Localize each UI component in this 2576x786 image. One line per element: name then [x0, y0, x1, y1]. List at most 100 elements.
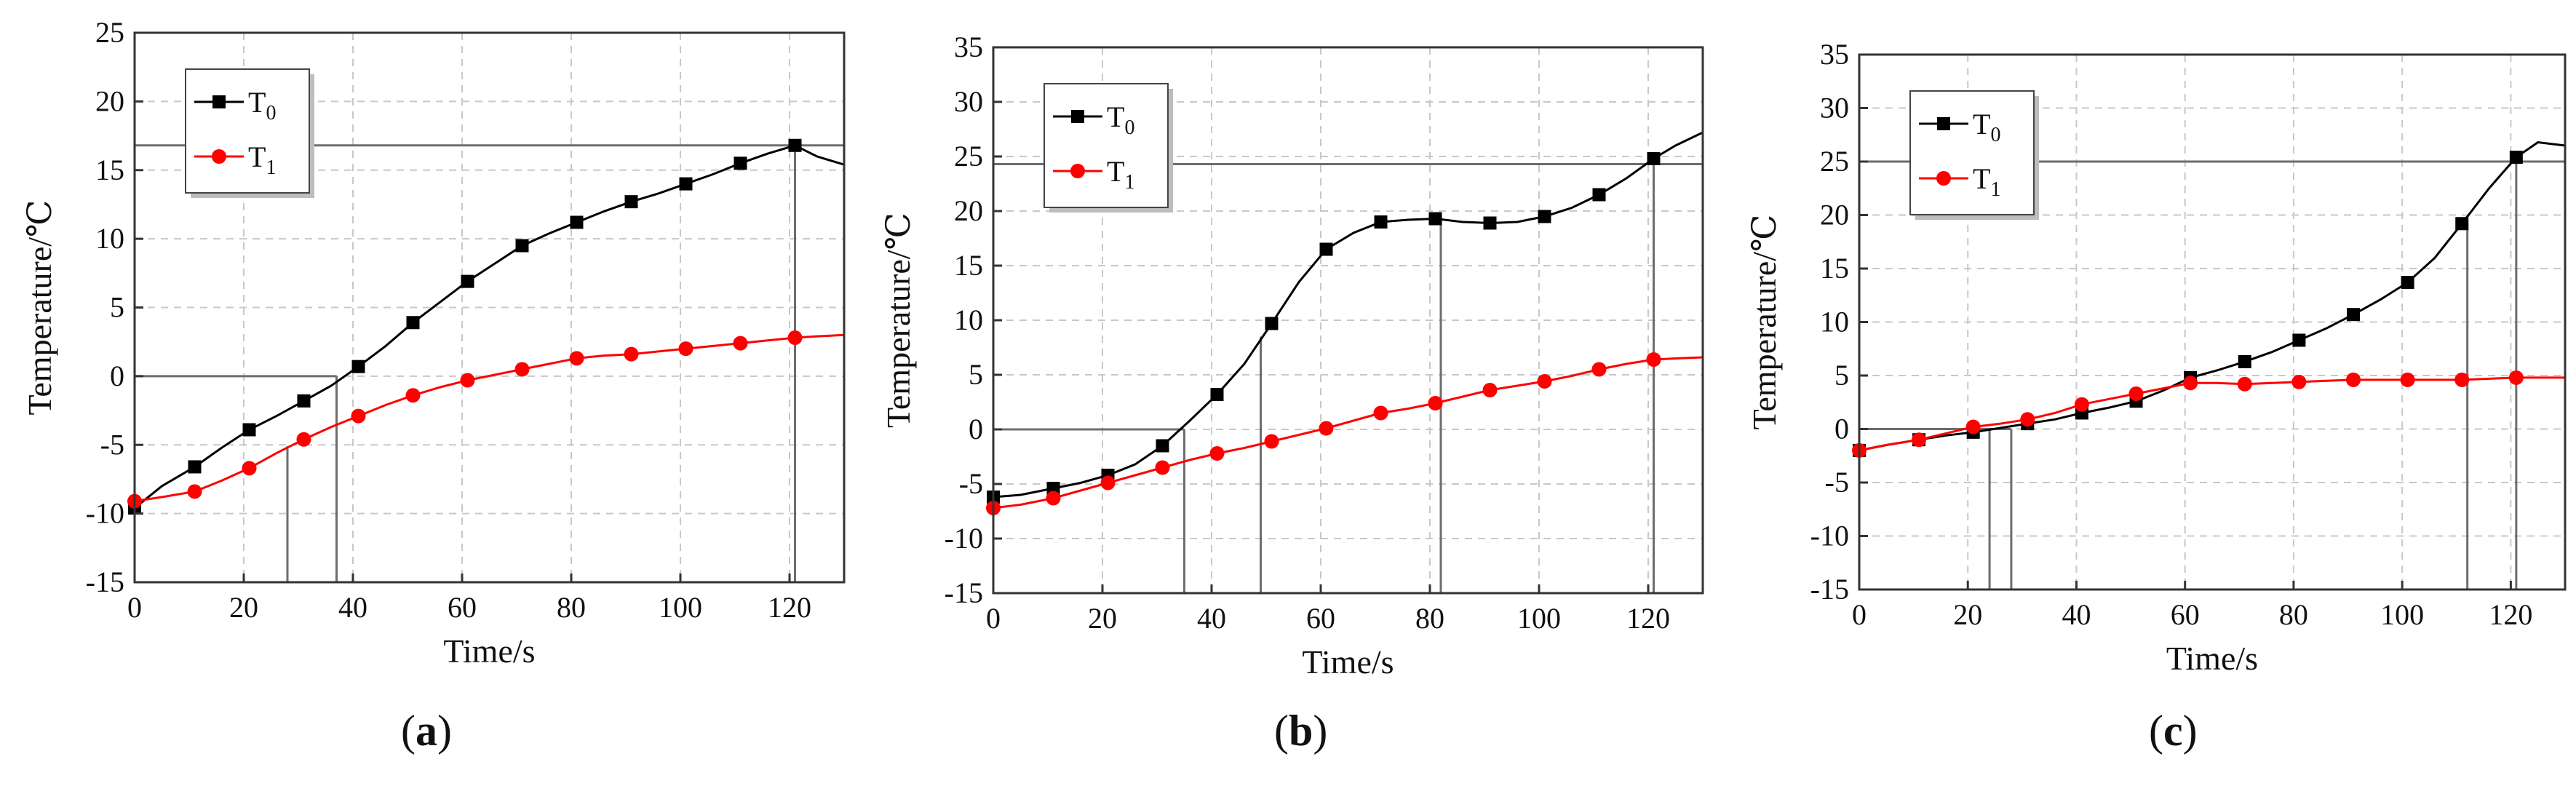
- x-tick-label: 40: [1197, 602, 1226, 635]
- y-tick-label: -10: [945, 522, 983, 555]
- x-tick-label: 80: [2279, 598, 2308, 631]
- data-point-t1: [187, 484, 202, 499]
- y-tick-label: -15: [945, 576, 983, 609]
- data-point-t0: [734, 156, 747, 170]
- data-point-t0: [570, 215, 584, 229]
- data-point-t0: [2455, 217, 2469, 231]
- data-point-t1: [733, 336, 748, 351]
- data-point-t1: [1373, 405, 1388, 421]
- panel-label-c: (c): [2149, 707, 2198, 755]
- y-tick-label: -15: [86, 565, 124, 598]
- data-point-t1: [1646, 352, 1661, 367]
- x-tick-label: 20: [229, 591, 258, 624]
- data-point-t0: [242, 423, 256, 437]
- x-tick-label: 120: [1626, 602, 1670, 635]
- data-point-t0: [351, 360, 365, 373]
- data-point-t1: [242, 461, 257, 476]
- series-line-t1: [134, 333, 845, 503]
- x-tick-label: 0: [986, 602, 1001, 635]
- y-tick-label: 15: [1820, 252, 1849, 285]
- y-tick-label: 0: [1834, 413, 1849, 445]
- legend-label-main: T: [1107, 100, 1124, 133]
- data-point-t0: [1647, 152, 1661, 165]
- data-point-t0: [1319, 242, 1333, 256]
- legend-label-t0: T0: [248, 86, 276, 124]
- y-tick-label: -5: [959, 467, 983, 500]
- data-point-t1: [1428, 396, 1443, 410]
- data-point-t1: [296, 432, 311, 447]
- legend-label-t1: T1: [1973, 162, 2000, 201]
- legend-label-subscript: 1: [1124, 171, 1134, 194]
- y-tick-label: 30: [954, 85, 983, 118]
- data-point-t0: [1265, 317, 1279, 330]
- x-axis-label: Time/s: [1302, 643, 1394, 680]
- data-point-t0: [2347, 308, 2360, 322]
- legend-marker-t1: [212, 149, 226, 164]
- y-tick-label: 5: [969, 358, 983, 391]
- y-tick-label: 20: [95, 84, 124, 117]
- data-point-t1: [2508, 370, 2524, 385]
- y-tick-label: 30: [1820, 92, 1849, 124]
- x-tick-label: 40: [338, 591, 367, 624]
- x-axis-label: Time/s: [443, 632, 535, 670]
- y-tick-label: 10: [1820, 306, 1849, 338]
- chart-panel-c: 0 20 40 60 80 100 120 -15 -10 -5 0 5 10 15 20 25 30 35 Tim…: [1717, 0, 2576, 699]
- legend-marker-t1: [1070, 164, 1085, 178]
- y-tick-label: 5: [110, 291, 124, 324]
- data-point-t0: [2292, 333, 2306, 347]
- x-tick-label: 120: [2489, 598, 2532, 631]
- data-point-t0: [515, 239, 529, 253]
- y-tick-label: 15: [95, 154, 124, 186]
- data-point-t1: [2291, 374, 2307, 389]
- data-point-t0: [679, 177, 693, 191]
- data-point-t0: [1592, 188, 1606, 202]
- legend: T0 T1: [1909, 90, 2039, 220]
- x-tick-label: 80: [557, 591, 586, 624]
- legend-label-main: T: [1107, 155, 1124, 188]
- data-point-t0: [461, 274, 474, 288]
- legend-label-subscript: 1: [266, 156, 276, 179]
- y-tick-label: 0: [110, 360, 124, 392]
- data-point-t1: [1912, 432, 1927, 448]
- x-tick-label: 80: [1415, 602, 1444, 635]
- data-point-t1: [351, 408, 366, 424]
- data-point-t1: [1155, 460, 1170, 475]
- legend-label-subscript: 0: [1990, 124, 2000, 146]
- legend-box: [185, 68, 310, 194]
- data-point-t0: [2509, 151, 2523, 164]
- data-point-t0: [788, 138, 802, 152]
- x-tick-label: 20: [1953, 598, 1982, 631]
- y-tick-label: 20: [954, 194, 983, 227]
- data-point-t1: [2074, 397, 2089, 412]
- data-point-t0: [1156, 439, 1169, 453]
- legend-label-main: T: [248, 86, 266, 119]
- y-tick-label: 10: [954, 303, 983, 336]
- data-point-t1: [1209, 446, 1225, 461]
- data-point-t1: [460, 373, 475, 388]
- y-tick-label: 35: [954, 31, 983, 63]
- data-point-t1: [1046, 491, 1061, 506]
- legend-label-main: T: [1973, 108, 1990, 140]
- data-point-t0: [1374, 215, 1388, 229]
- data-point-t1: [2346, 372, 2361, 387]
- data-point-t0: [1538, 210, 1551, 223]
- legend-label-t0: T0: [1107, 100, 1134, 139]
- chart-c-svg: 0 20 40 60 80 100 120-15-10-505101520253035Tim…: [1746, 38, 2567, 677]
- legend-marker-t1: [1936, 171, 1951, 186]
- data-point-t0: [297, 394, 311, 408]
- data-point-t1: [2400, 372, 2415, 387]
- series-line-t0: [993, 131, 1704, 499]
- y-tick-label: 25: [954, 140, 983, 172]
- legend-marker-t0: [212, 95, 226, 108]
- legend-label-main: T: [1973, 162, 1990, 195]
- data-point-t1: [569, 351, 584, 366]
- data-point-t0: [2238, 354, 2251, 368]
- x-tick-label: 20: [1088, 602, 1117, 635]
- data-point-t1: [1591, 362, 1607, 377]
- legend-label-t1: T1: [1107, 155, 1134, 194]
- data-point-t0: [188, 460, 202, 474]
- y-tick-label: 5: [1834, 359, 1849, 392]
- x-tick-label: 120: [768, 591, 811, 624]
- legend-label-subscript: 0: [1124, 116, 1134, 139]
